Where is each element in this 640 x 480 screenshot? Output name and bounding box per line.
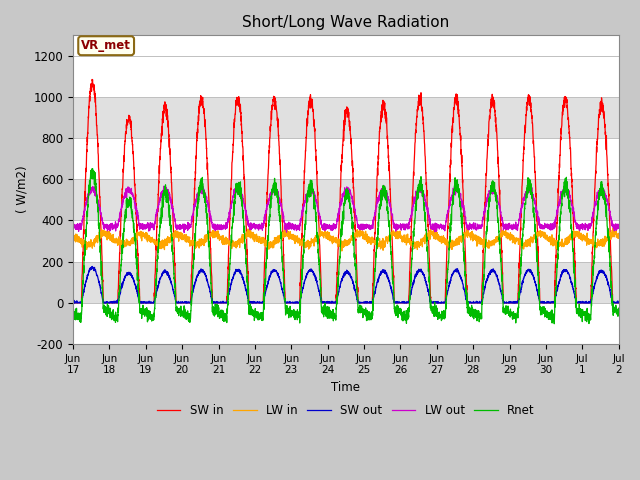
Line: LW out: LW out: [73, 185, 640, 303]
LW out: [525, 187, 532, 193]
SW in: [88, 77, 96, 83]
Rnet: [458, 214, 465, 220]
SW out: [458, 276, 465, 282]
LW out: [499, 222, 507, 228]
SW in: [446, 180, 454, 186]
Bar: [73, 180, 619, 220]
SW in: [170, 226, 177, 232]
SW out: [516, 288, 524, 293]
LW out: [234, 182, 242, 188]
Rnet: [525, 176, 532, 182]
LW in: [525, 242, 532, 248]
SW out: [446, 279, 454, 285]
Line: SW in: SW in: [73, 80, 640, 303]
SW out: [88, 264, 96, 269]
Rnet: [499, 305, 507, 311]
Title: Short/Long Wave Radiation: Short/Long Wave Radiation: [242, 15, 449, 30]
Rnet: [516, 266, 524, 272]
SW in: [499, 296, 507, 302]
Bar: [73, 97, 619, 138]
SW in: [516, 233, 524, 239]
SW out: [500, 300, 508, 306]
LW out: [446, 202, 454, 207]
Rnet: [170, 258, 177, 264]
Y-axis label: ( W/m2): ( W/m2): [15, 166, 28, 214]
SW out: [70, 300, 77, 306]
SW out: [170, 289, 177, 295]
Legend: SW in, LW in, SW out, LW out, Rnet: SW in, LW in, SW out, LW out, Rnet: [152, 399, 540, 421]
SW in: [458, 150, 465, 156]
Rnet: [446, 240, 454, 245]
SW out: [69, 300, 77, 306]
SW in: [69, 300, 77, 306]
LW out: [170, 210, 177, 216]
Rnet: [550, 321, 558, 326]
Line: Rnet: Rnet: [73, 168, 640, 324]
LW in: [445, 243, 453, 249]
LW in: [170, 233, 177, 239]
LW in: [458, 238, 465, 243]
LW out: [458, 198, 465, 204]
Text: VR_met: VR_met: [81, 39, 131, 52]
Rnet: [69, 312, 77, 318]
SW in: [525, 94, 532, 100]
LW in: [516, 239, 524, 244]
Line: SW out: SW out: [73, 266, 640, 303]
Line: LW in: LW in: [73, 226, 640, 303]
LW out: [69, 222, 77, 228]
Rnet: [89, 166, 97, 171]
Bar: [73, 262, 619, 303]
LW in: [499, 231, 507, 237]
SW out: [525, 266, 533, 272]
X-axis label: Time: Time: [332, 381, 360, 394]
LW out: [516, 214, 524, 220]
LW in: [69, 234, 77, 240]
